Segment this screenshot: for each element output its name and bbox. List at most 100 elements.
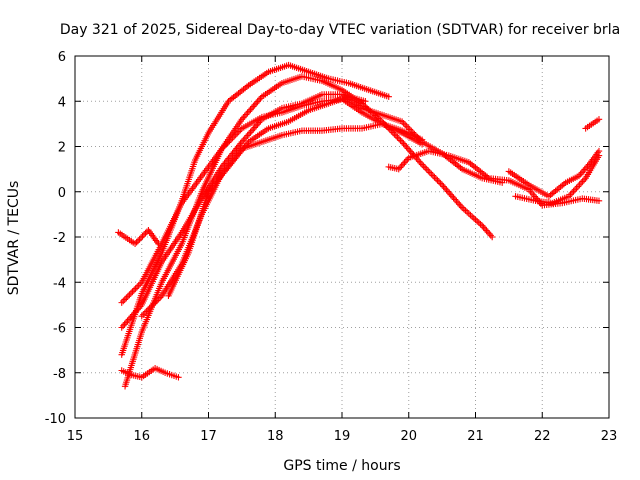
- data-point: [247, 129, 254, 136]
- data-point: [444, 188, 452, 195]
- data-point: [385, 93, 392, 100]
- data-point: [220, 143, 227, 151]
- y-tick-label: -4: [53, 276, 66, 291]
- data-point: [467, 211, 474, 219]
- data-point: [137, 280, 144, 288]
- x-axis-title: GPS time / hours: [283, 458, 400, 474]
- data-point: [403, 123, 410, 130]
- data-point: [397, 137, 404, 144]
- data-point: [223, 140, 230, 148]
- data-markers: [115, 61, 603, 390]
- data-point: [146, 305, 153, 312]
- data-point: [570, 188, 577, 195]
- data-point: [447, 191, 454, 198]
- series-trace-9: [512, 152, 603, 207]
- data-point: [472, 216, 479, 223]
- data-point: [437, 180, 444, 187]
- data-point: [453, 197, 460, 205]
- data-point: [458, 204, 466, 211]
- data-point: [400, 119, 407, 127]
- y-tick-label: 4: [58, 95, 66, 110]
- data-point: [398, 138, 406, 146]
- x-tick-label: 17: [200, 429, 217, 444]
- y-tick-label: 0: [58, 186, 66, 201]
- data-point: [400, 140, 407, 147]
- data-point: [579, 178, 586, 185]
- data-point: [408, 127, 415, 135]
- data-point: [435, 178, 443, 186]
- data-point: [488, 233, 496, 241]
- data-point: [582, 164, 590, 172]
- data-point: [138, 312, 145, 320]
- data-point: [250, 125, 257, 133]
- chart-title: Day 321 of 2025, Sidereal Day-to-day VTE…: [60, 22, 620, 38]
- y-tick-label: -6: [53, 322, 66, 337]
- data-point: [463, 208, 471, 216]
- x-tick-label: 19: [334, 429, 351, 444]
- data-point: [245, 108, 253, 115]
- data-point: [456, 201, 463, 208]
- data-point: [568, 189, 576, 197]
- data-point: [242, 111, 250, 118]
- data-point: [581, 166, 588, 173]
- data-point: [595, 152, 603, 159]
- series-trace-12: [118, 365, 182, 381]
- data-point: [389, 129, 397, 136]
- data-point: [155, 240, 162, 247]
- series-trace-11: [115, 227, 162, 247]
- data-point: [123, 294, 130, 302]
- data-point: [153, 297, 161, 304]
- data-point: [477, 220, 484, 228]
- data-point: [438, 181, 446, 189]
- y-tick-label: -2: [53, 231, 66, 246]
- y-axis-title: SDTVAR / TECUs: [6, 181, 22, 296]
- x-tick-label: 18: [267, 429, 284, 444]
- data-point: [420, 162, 427, 170]
- data-point: [127, 290, 135, 297]
- data-point: [401, 121, 409, 128]
- series-trace-6: [165, 93, 369, 300]
- data-point: [255, 96, 263, 104]
- data-point: [237, 126, 244, 134]
- data-point: [232, 131, 239, 138]
- data-point: [580, 167, 587, 175]
- data-point: [140, 311, 147, 318]
- data-point: [133, 239, 140, 246]
- data-point: [470, 214, 478, 222]
- data-point: [457, 202, 464, 210]
- data-point: [118, 299, 125, 306]
- data-point: [446, 189, 453, 197]
- data-point: [121, 321, 128, 328]
- data-point: [404, 145, 411, 152]
- data-point: [218, 145, 226, 152]
- x-tick-label: 22: [534, 429, 551, 444]
- y-tick-label: -10: [45, 412, 66, 427]
- data-point: [131, 240, 139, 247]
- data-point: [136, 236, 143, 243]
- data-point: [250, 103, 257, 110]
- data-point: [417, 159, 424, 167]
- data-point: [227, 136, 235, 143]
- data-point: [595, 197, 603, 204]
- data-point: [578, 169, 586, 176]
- data-point: [130, 286, 138, 294]
- y-tick-label: 2: [58, 141, 66, 156]
- data-point: [431, 173, 438, 181]
- data-point: [443, 186, 450, 194]
- series-trace-4: [118, 95, 426, 306]
- data-point: [426, 169, 434, 176]
- data-point: [401, 142, 409, 149]
- x-tick-label: 21: [467, 429, 484, 444]
- data-point: [120, 297, 127, 305]
- data-point: [234, 129, 241, 137]
- data-point: [135, 282, 142, 289]
- data-point: [252, 99, 260, 107]
- data-point: [450, 194, 457, 202]
- data-point: [454, 199, 462, 206]
- data-point: [152, 298, 159, 306]
- data-point: [175, 374, 182, 381]
- y-tick-label: -8: [53, 367, 66, 382]
- data-point: [432, 175, 440, 182]
- data-point: [150, 300, 158, 307]
- data-point: [425, 167, 432, 175]
